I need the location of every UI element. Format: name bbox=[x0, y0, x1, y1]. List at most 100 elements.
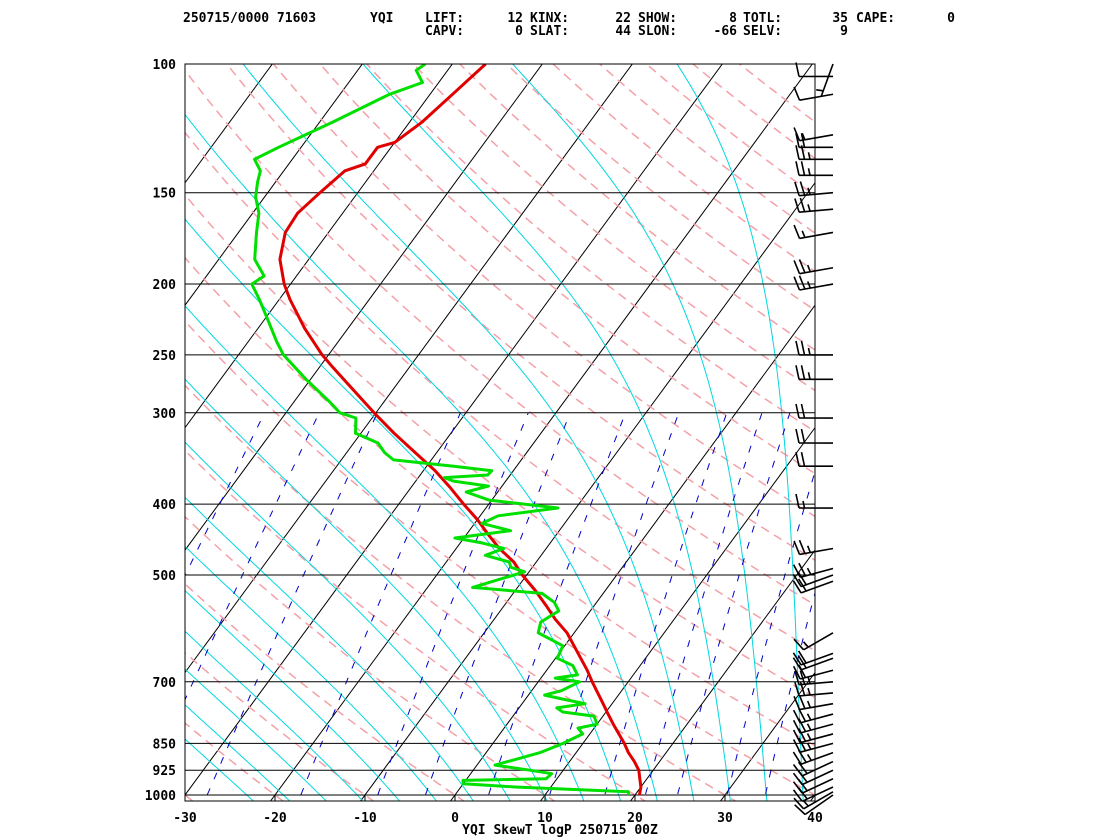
mixing-ratio-line bbox=[643, 412, 763, 801]
dry-adiabat-line bbox=[272, 64, 815, 518]
mixing-ratio-line bbox=[297, 412, 461, 801]
temperature-tick-label: -20 bbox=[263, 811, 287, 826]
isotherm-line bbox=[185, 64, 723, 796]
wind-barb bbox=[795, 452, 834, 468]
temperature-profile-line bbox=[278, 64, 643, 796]
isotherm-line bbox=[809, 794, 815, 801]
pressure-tick-label: 500 bbox=[153, 569, 177, 584]
mixing-ratio-line bbox=[763, 591, 815, 801]
temperature-axis: -30 -20 -10 0 10 20 30 40 bbox=[173, 795, 823, 826]
moist-adiabat-line bbox=[185, 305, 585, 801]
wind-barb bbox=[794, 670, 834, 686]
pressure-axis: 100 150 200 250 300 400 500 700 850 925 1000 bbox=[145, 58, 176, 804]
wind-barb bbox=[816, 63, 834, 97]
mixing-ratio-line bbox=[725, 469, 815, 801]
header-cape-label: CAPE: bbox=[856, 11, 895, 26]
moist-adiabat-line bbox=[185, 589, 401, 801]
isotherm-line bbox=[894, 48, 1120, 811]
header-selv-value: 9 bbox=[840, 24, 848, 39]
moist-adiabat-line bbox=[362, 64, 731, 801]
mixing-ratio-line bbox=[675, 412, 791, 801]
wind-barb bbox=[795, 161, 834, 177]
isotherm-line bbox=[0, 48, 14, 811]
mixing-ratio-line bbox=[374, 412, 529, 801]
mixing-ratio-line bbox=[204, 412, 378, 801]
wind-barb-column bbox=[792, 62, 834, 816]
isotherm-line bbox=[359, 181, 815, 801]
dewpoint-profile-line bbox=[250, 64, 631, 796]
pressure-tick-label: 850 bbox=[153, 737, 177, 752]
pressure-tick-label: 100 bbox=[153, 58, 177, 73]
wind-barb bbox=[793, 632, 834, 651]
wind-barb bbox=[792, 562, 834, 579]
pressure-tick-label: 200 bbox=[153, 278, 177, 293]
dry-adiabat-line bbox=[185, 69, 815, 606]
isotherm-line bbox=[185, 64, 363, 307]
wind-barb bbox=[792, 578, 834, 594]
wind-barb bbox=[794, 794, 834, 816]
dry-adiabat-line bbox=[185, 193, 815, 699]
pressure-tick-label: 700 bbox=[153, 676, 177, 691]
pressure-tick-label: 250 bbox=[153, 349, 177, 364]
dry-adiabat-line bbox=[0, 48, 113, 811]
mixing-ratio-line bbox=[185, 412, 320, 701]
isotherm-line bbox=[185, 64, 273, 184]
pressure-tick-label: 1000 bbox=[145, 789, 176, 804]
isotherm-line bbox=[185, 64, 543, 551]
header-capv-label: CAPV: bbox=[425, 24, 464, 39]
header-totl-value: 35 bbox=[832, 11, 848, 26]
dry-adiabat-line bbox=[645, 64, 815, 197]
dry-adiabat-line bbox=[365, 64, 815, 433]
chart-caption: YQI SkewT logP 250715 00Z bbox=[462, 823, 658, 838]
pressure-tick-label: 400 bbox=[153, 498, 177, 513]
wind-barb bbox=[795, 62, 834, 78]
header-station-id: YQI bbox=[370, 11, 393, 26]
temperature-tick-label: -30 bbox=[173, 811, 197, 826]
wind-barb bbox=[795, 340, 834, 356]
header-cape-value: 0 bbox=[947, 11, 955, 26]
dry-adiabat-line bbox=[185, 794, 194, 801]
wind-barb bbox=[793, 86, 834, 101]
header-slon-label: SLON: bbox=[638, 24, 677, 39]
dry-adiabat-line bbox=[185, 256, 815, 747]
moist-adiabat-line bbox=[185, 218, 622, 801]
wind-barb bbox=[792, 749, 834, 765]
wind-barb bbox=[795, 428, 834, 444]
moist-adiabat-line bbox=[185, 668, 327, 801]
wind-barb bbox=[792, 737, 834, 753]
wind-barb bbox=[793, 539, 834, 556]
dry-adiabat-line bbox=[185, 384, 737, 801]
dry-adiabat-line bbox=[185, 722, 285, 801]
header-totl-label: TOTL: bbox=[743, 11, 782, 26]
wind-barb bbox=[793, 275, 834, 291]
wind-barb bbox=[794, 197, 834, 213]
temperature-tick-label: 30 bbox=[717, 811, 733, 826]
isobar-lines bbox=[185, 63, 815, 796]
dry-adiabat-line bbox=[185, 515, 556, 801]
wind-barb bbox=[792, 760, 834, 777]
wind-barb bbox=[792, 708, 834, 724]
header-slat-label: SLAT: bbox=[530, 24, 569, 39]
wind-barb bbox=[792, 728, 834, 744]
isotherm-line bbox=[269, 64, 813, 801]
sounding-header: 250715/0000 71603 YQI LIFT: 12 KINX: 22 … bbox=[183, 11, 955, 39]
header-slat-value: 44 bbox=[615, 24, 631, 39]
header-selv-label: SELV: bbox=[743, 24, 782, 39]
isotherm-line bbox=[185, 64, 633, 674]
moist-adiabat-line bbox=[185, 738, 255, 801]
pressure-tick-label: 925 bbox=[153, 764, 176, 779]
moist-adiabat-line bbox=[185, 545, 438, 801]
temperature-tick-label: 10 bbox=[537, 811, 553, 826]
moist-adiabat-line bbox=[676, 64, 804, 801]
dry-adiabat-line bbox=[412, 64, 815, 392]
wind-barb bbox=[794, 181, 834, 197]
dry-adiabat-line bbox=[185, 583, 466, 801]
isotherm-line bbox=[449, 304, 815, 801]
header-station-time: 250715/0000 71603 bbox=[183, 11, 316, 26]
isotherm-line bbox=[719, 671, 815, 801]
mixing-ratio-line bbox=[602, 412, 728, 801]
plot-frame bbox=[184, 63, 816, 802]
moist-adiabat-line bbox=[185, 630, 364, 801]
header-lift-value: 12 bbox=[507, 11, 523, 26]
